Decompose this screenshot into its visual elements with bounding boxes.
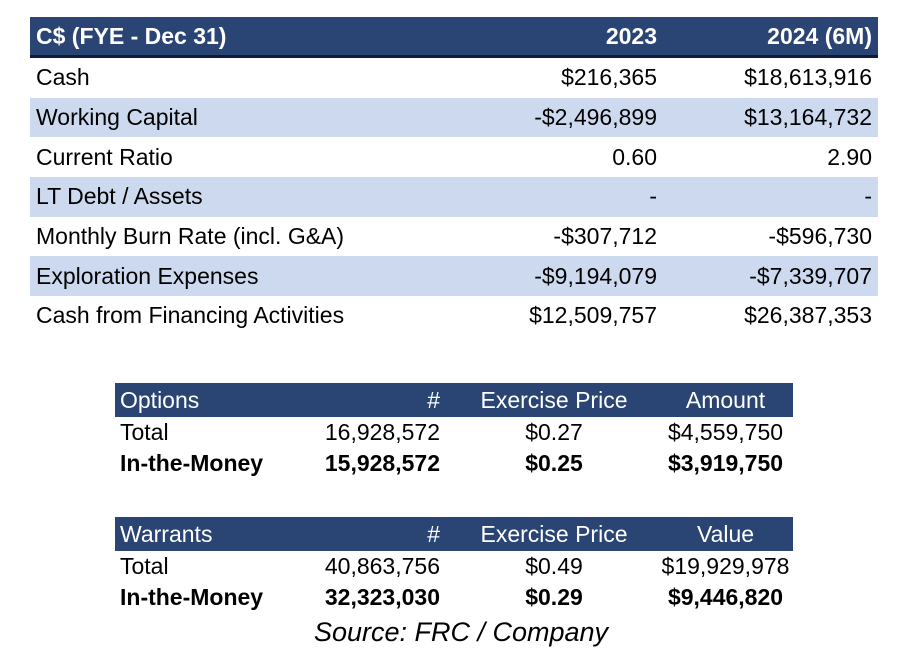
row-2024: $26,387,353 — [744, 302, 872, 329]
row-price: $0.49 — [525, 553, 583, 579]
table-row: LT Debt / Assets - - — [30, 177, 878, 217]
row-count: 32,323,030 — [324, 584, 440, 610]
row-2024: $13,164,732 — [744, 104, 872, 131]
financials-header-row: C$ (FYE - Dec 31) 2023 2024 (6M) — [30, 17, 878, 58]
row-label: Cash from Financing Activities — [36, 302, 345, 329]
row-label: Cash — [36, 64, 90, 91]
header-2024: 2024 (6M) — [767, 22, 872, 49]
options-header-price: Exercise Price — [480, 386, 628, 413]
row-label: In-the-Money — [120, 584, 264, 610]
row-price: $0.29 — [525, 584, 583, 610]
row-2023: -$9,194,079 — [534, 262, 657, 289]
table-row: In-the-Money 32,323,030 $0.29 $9,446,820 — [115, 582, 793, 613]
warrants-header-price: Exercise Price — [480, 520, 628, 547]
warrants-header-count: # — [427, 520, 440, 547]
row-label: In-the-Money — [120, 450, 264, 476]
warrants-header-value: Value — [696, 520, 755, 547]
row-label: LT Debt / Assets — [36, 183, 203, 210]
row-2023: 0.60 — [612, 143, 657, 170]
row-price: $0.25 — [525, 450, 583, 476]
options-header-count: # — [427, 386, 440, 413]
row-2023: $216,365 — [561, 64, 657, 91]
row-2023: -$2,496,899 — [534, 104, 657, 131]
row-2023: $12,509,757 — [529, 302, 657, 329]
financials-table: C$ (FYE - Dec 31) 2023 2024 (6M) Cash $2… — [30, 17, 878, 336]
table-row: Cash $216,365 $18,613,916 — [30, 58, 878, 98]
table-row: Total 40,863,756 $0.49 $19,929,978 — [115, 551, 793, 582]
row-amount: $3,919,750 — [667, 450, 784, 476]
table-row: Monthly Burn Rate (incl. G&A) -$307,712 … — [30, 217, 878, 257]
warrants-header-row: Warrants # Exercise Price Value — [115, 517, 793, 551]
row-2023: -$307,712 — [553, 223, 657, 250]
row-amount: $4,559,750 — [667, 419, 784, 445]
source-note: Source: FRC / Company — [313, 617, 609, 647]
row-value: $9,446,820 — [667, 584, 784, 610]
row-value: $19,929,978 — [661, 553, 790, 579]
table-row: Cash from Financing Activities $12,509,7… — [30, 296, 878, 336]
row-2024: 2.90 — [827, 143, 872, 170]
row-2023: - — [649, 183, 657, 210]
row-label: Monthly Burn Rate (incl. G&A) — [36, 223, 345, 250]
table-row: In-the-Money 15,928,572 $0.25 $3,919,750 — [115, 448, 793, 479]
row-count: 15,928,572 — [324, 450, 440, 476]
row-2024: -$596,730 — [768, 223, 872, 250]
header-label: C$ (FYE - Dec 31) — [36, 22, 227, 49]
row-label: Working Capital — [36, 104, 198, 131]
row-label: Total — [120, 419, 169, 445]
warrants-header-label: Warrants — [120, 520, 213, 547]
row-2024: -$7,339,707 — [749, 262, 872, 289]
options-table: Options # Exercise Price Amount Total 16… — [115, 383, 793, 479]
table-row: Working Capital -$2,496,899 $13,164,732 — [30, 97, 878, 138]
options-header-row: Options # Exercise Price Amount — [115, 383, 793, 417]
options-header-amount: Amount — [685, 386, 766, 413]
options-header-label: Options — [120, 386, 200, 413]
row-count: 40,863,756 — [324, 553, 440, 579]
warrants-table: Warrants # Exercise Price Value Total 40… — [115, 517, 793, 613]
row-2024: - — [864, 183, 872, 210]
row-label: Total — [120, 553, 169, 579]
header-2023: 2023 — [605, 22, 657, 49]
row-price: $0.27 — [525, 419, 583, 445]
row-label: Exploration Expenses — [36, 262, 259, 289]
table-row: Total 16,928,572 $0.27 $4,559,750 — [115, 417, 793, 448]
row-count: 16,928,572 — [324, 419, 440, 445]
row-label: Current Ratio — [36, 143, 173, 170]
table-row: Current Ratio 0.60 2.90 — [30, 137, 878, 177]
row-2024: $18,613,916 — [744, 64, 872, 91]
table-row: Exploration Expenses -$9,194,079 -$7,339… — [30, 256, 878, 297]
